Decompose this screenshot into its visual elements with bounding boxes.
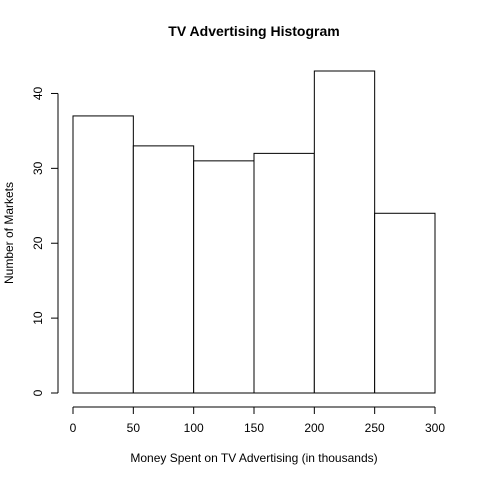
histogram-bar-150-200: [253, 152, 315, 394]
x-tick-label: 50: [127, 421, 141, 435]
x-axis-label: Money Spent on TV Advertising (in thousa…: [130, 451, 377, 465]
histogram-bar-200-250: [313, 70, 376, 394]
histogram-bar-100-150: [193, 160, 255, 394]
x-tick-label: 150: [244, 421, 264, 435]
y-tick-label: 10: [31, 311, 45, 325]
histogram-bar-0-50: [72, 115, 134, 394]
x-tick-label: 300: [425, 421, 445, 435]
y-axis: 0 10 20 30 40: [31, 86, 59, 396]
x-tick-label: 100: [184, 421, 204, 435]
y-tick-label: 40: [31, 86, 45, 100]
x-axis: 0 50 100 150 200 250 300: [70, 406, 445, 435]
chart-title: TV Advertising Histogram: [168, 23, 339, 39]
bars-group: [72, 70, 436, 394]
x-tick-label: 200: [304, 421, 324, 435]
y-tick-label: 0: [31, 389, 45, 396]
histogram-bar-50-100: [132, 145, 195, 394]
y-axis-label: Number of Markets: [2, 182, 16, 284]
x-tick-label: 250: [365, 421, 385, 435]
y-tick-label: 30: [31, 161, 45, 175]
y-tick-label: 20: [31, 236, 45, 250]
histogram-bar-250-300: [374, 212, 436, 394]
x-tick-label: 0: [70, 421, 77, 435]
